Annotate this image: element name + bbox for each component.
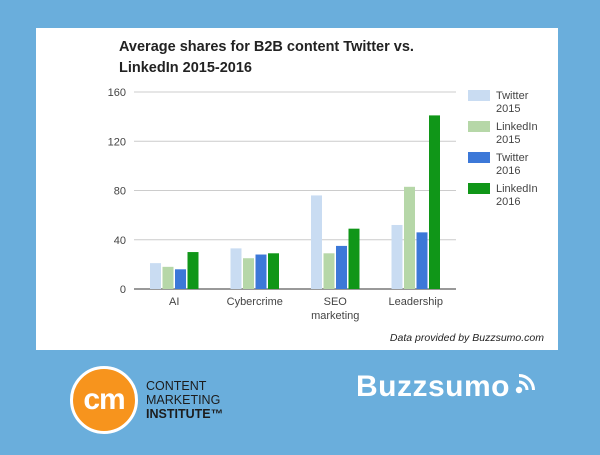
cmi-wordmark: CONTENT MARKETING INSTITUTE™ [146, 379, 223, 421]
bar [311, 195, 322, 289]
y-tick-label: 120 [108, 136, 126, 148]
chart-card: Average shares for B2B content Twitter v… [36, 28, 558, 350]
bar-chart: Average shares for B2B content Twitter v… [108, 39, 538, 322]
cmi-line-2: MARKETING [146, 393, 221, 407]
legend-label: 2016 [496, 165, 520, 177]
bar [243, 258, 254, 289]
legend-swatch [468, 90, 490, 101]
legend-label: LinkedIn [496, 121, 538, 133]
cmi-line-1: CONTENT [146, 379, 207, 393]
buzzsumo-wordmark: Buzzsumo [356, 370, 510, 403]
legend-label: 2015 [496, 103, 520, 115]
legend-label: 2016 [496, 196, 520, 208]
bar [429, 115, 440, 289]
legend-label: LinkedIn [496, 183, 538, 195]
bar [255, 254, 267, 289]
bar [336, 245, 347, 289]
bar [175, 269, 186, 289]
legend-swatch [468, 152, 490, 163]
signal-waves-icon [515, 374, 535, 394]
bar [323, 253, 335, 289]
bar [230, 248, 242, 289]
bar [348, 228, 360, 289]
bar [162, 266, 174, 289]
x-tick-label: AI [169, 296, 179, 308]
legend-label: 2015 [496, 134, 520, 146]
bar [150, 263, 161, 289]
cmi-circle-icon: cm [70, 366, 138, 434]
legend-label: Twitter [496, 90, 529, 102]
x-tick-label: Leadership [389, 296, 443, 308]
y-tick-label: 80 [114, 186, 126, 198]
chart-title-line: LinkedIn 2015-2016 [119, 60, 252, 76]
chart-title-line: Average shares for B2B content Twitter v… [119, 39, 414, 55]
data-credit: Data provided by Buzzsumo.com [389, 332, 544, 344]
x-tick-label: SEO [324, 296, 348, 308]
buzzsumo-logo: Buzzsumo [356, 370, 538, 404]
cmi-mark: cm [83, 383, 125, 416]
bar [268, 253, 279, 289]
bar [391, 224, 403, 289]
bar [187, 252, 199, 289]
legend-swatch [468, 183, 490, 194]
bar [404, 186, 415, 289]
cmi-line-3: INSTITUTE™ [146, 407, 224, 421]
x-tick-label: marketing [311, 310, 359, 322]
x-tick-label: Cybercrime [227, 296, 283, 308]
legend-swatch [468, 121, 490, 132]
bar [416, 232, 428, 289]
y-tick-label: 160 [108, 87, 126, 99]
legend-label: Twitter [496, 152, 529, 164]
y-tick-label: 40 [114, 235, 126, 247]
y-tick-label: 0 [120, 284, 126, 296]
content-marketing-institute-logo: cm CONTENT MARKETING INSTITUTE™ [70, 366, 270, 436]
